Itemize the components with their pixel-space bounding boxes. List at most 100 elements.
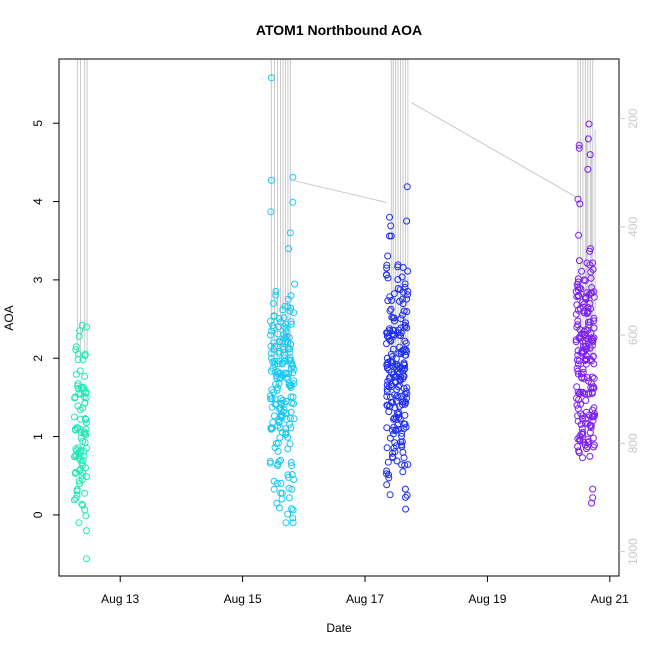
data-point xyxy=(72,370,80,378)
data-point xyxy=(383,481,391,489)
data-point xyxy=(582,419,589,427)
data-point xyxy=(270,300,277,307)
data-point xyxy=(272,287,280,295)
data-point xyxy=(267,74,275,82)
data-point xyxy=(390,290,398,298)
data-point xyxy=(78,476,86,483)
data-point xyxy=(398,461,406,469)
data-point xyxy=(266,459,274,467)
data-point xyxy=(278,495,286,503)
data-point xyxy=(383,381,391,389)
data-point xyxy=(401,397,409,405)
data-point xyxy=(395,425,403,433)
data-point xyxy=(280,357,288,365)
y-axis-label: AOA xyxy=(2,305,16,330)
data-point xyxy=(394,261,402,269)
data-point xyxy=(289,173,297,181)
data-point xyxy=(385,471,393,479)
data-point xyxy=(82,388,90,396)
data-point xyxy=(271,343,279,350)
data-point xyxy=(572,310,580,318)
data-point xyxy=(270,339,278,347)
data-point xyxy=(80,452,88,460)
data-point xyxy=(577,285,585,293)
data-point xyxy=(590,384,598,392)
data-point xyxy=(384,297,392,305)
data-point xyxy=(81,373,89,380)
data-point xyxy=(402,339,410,347)
data-point xyxy=(273,357,281,365)
data-point xyxy=(391,404,399,412)
data-point xyxy=(396,375,404,383)
y-axis: 0 1 2 3 4 5 xyxy=(31,120,59,518)
data-point xyxy=(401,321,409,329)
data-point xyxy=(284,445,292,453)
data-point xyxy=(275,504,283,512)
data-point xyxy=(574,412,582,420)
data-point xyxy=(589,335,597,343)
data-point xyxy=(81,489,88,497)
data-point xyxy=(390,414,398,422)
data-point xyxy=(574,347,582,355)
data-point xyxy=(576,333,584,341)
data-point xyxy=(71,393,79,401)
data-point xyxy=(270,345,278,353)
data-point xyxy=(573,293,581,301)
y-tick-label: 4 xyxy=(31,198,45,205)
data-point xyxy=(585,120,593,128)
data-point xyxy=(401,485,409,493)
data-point xyxy=(581,277,589,285)
data-point xyxy=(582,360,590,368)
data-point xyxy=(287,320,295,328)
x-tick-label: Aug 19 xyxy=(468,592,506,606)
data-point xyxy=(73,487,81,495)
data-point xyxy=(573,356,581,364)
data-point xyxy=(590,374,598,382)
data-point xyxy=(76,367,84,375)
data-point xyxy=(584,335,592,343)
y2-tick-label: 800 xyxy=(626,433,640,453)
data-point xyxy=(268,395,276,403)
data-point xyxy=(402,505,410,513)
data-point xyxy=(385,383,393,391)
secondary-line-layer xyxy=(76,59,596,357)
data-point xyxy=(72,468,80,476)
x-tick-label: Aug 13 xyxy=(101,592,139,606)
data-point xyxy=(396,297,403,305)
data-point xyxy=(289,514,297,522)
data-point xyxy=(70,413,78,421)
data-point xyxy=(389,454,397,461)
data-point xyxy=(386,327,394,334)
data-point xyxy=(83,555,90,563)
data-point xyxy=(584,165,592,173)
data-point xyxy=(277,479,285,487)
data-point xyxy=(272,401,280,408)
data-point xyxy=(385,375,393,383)
data-point xyxy=(586,247,594,255)
data-point xyxy=(388,296,396,304)
data-point xyxy=(273,387,281,394)
data-point xyxy=(403,217,411,225)
data-point xyxy=(276,369,284,377)
data-point xyxy=(287,318,295,325)
plot-frame xyxy=(58,58,620,577)
data-point xyxy=(274,462,282,469)
data-point xyxy=(287,459,295,466)
data-point xyxy=(576,436,583,444)
data-point xyxy=(287,424,295,432)
data-point xyxy=(284,510,292,518)
data-point xyxy=(400,454,408,462)
data-point xyxy=(282,335,290,343)
data-point xyxy=(394,368,402,376)
data-point xyxy=(580,300,588,308)
data-point xyxy=(577,334,585,342)
y2-tick-label: 400 xyxy=(626,216,640,236)
data-point xyxy=(385,474,393,482)
data-point xyxy=(577,370,585,378)
data-point xyxy=(383,424,391,432)
data-point xyxy=(77,415,84,423)
data-point xyxy=(581,293,589,301)
data-point xyxy=(576,200,584,208)
data-point xyxy=(574,443,582,451)
data-point xyxy=(81,350,89,358)
